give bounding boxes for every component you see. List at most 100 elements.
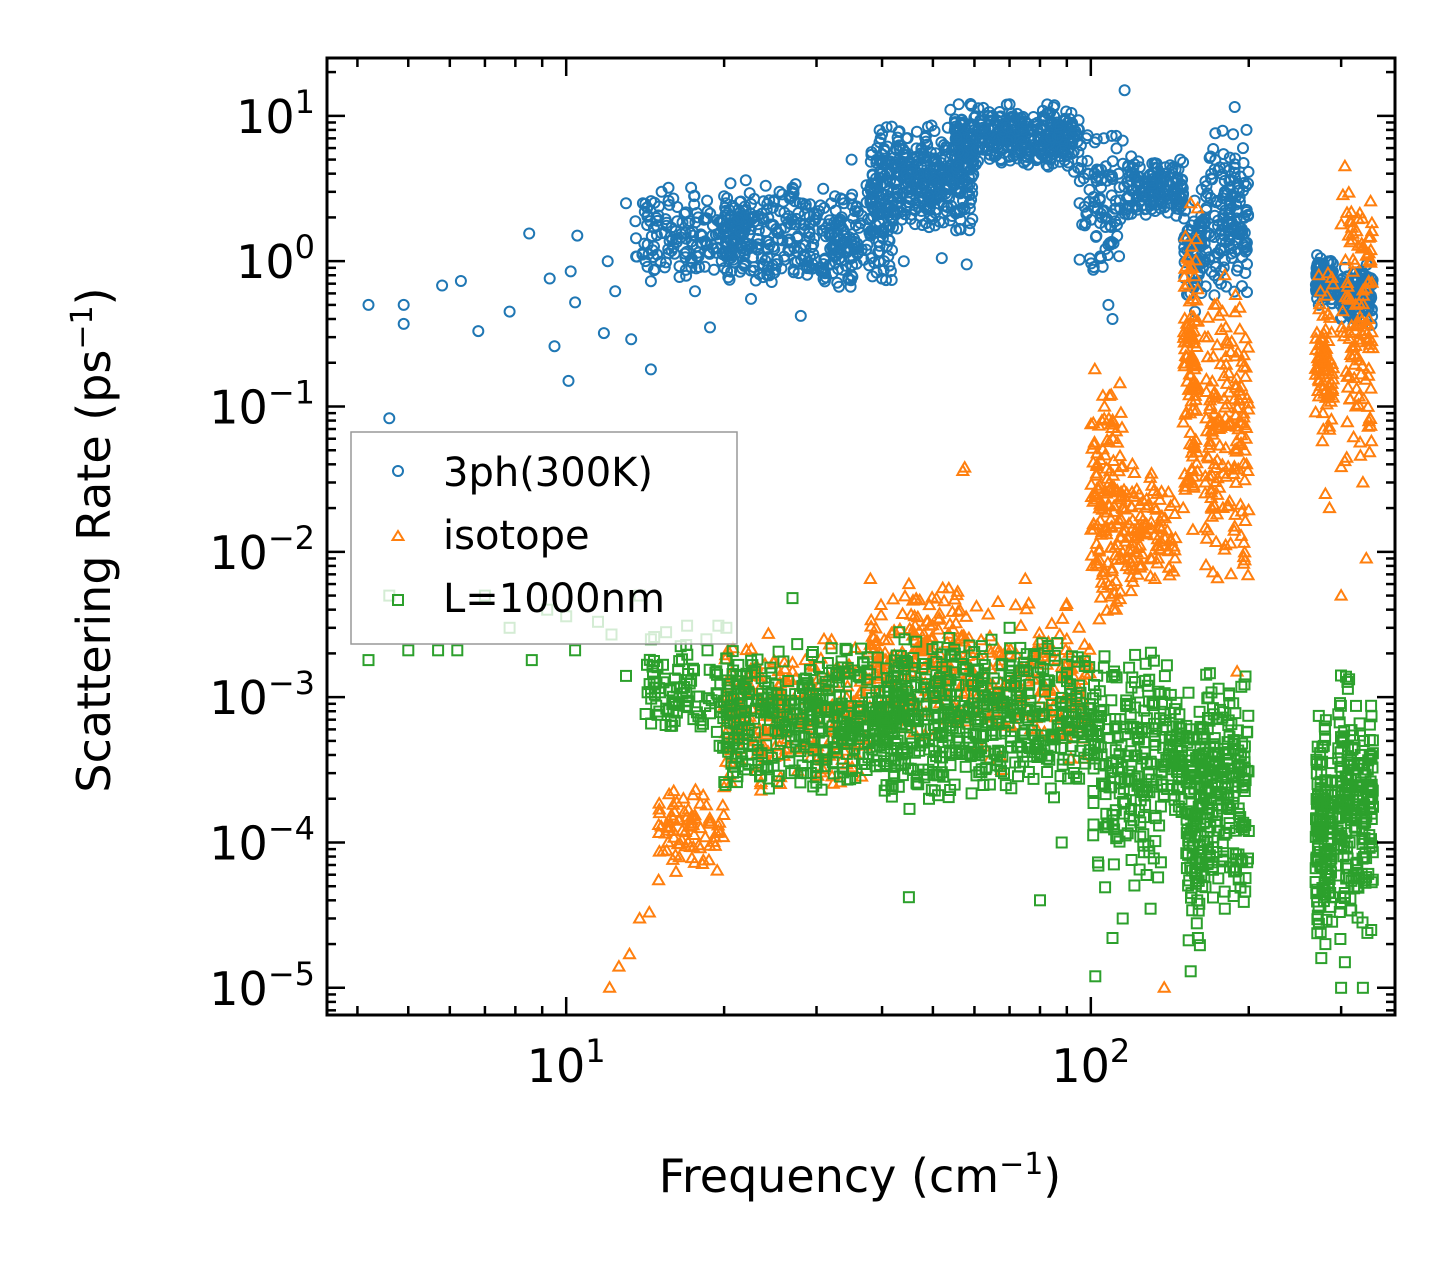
point-1 (1177, 341, 1193, 355)
point-0 (1166, 166, 1179, 179)
point-1 (1185, 402, 1201, 415)
point-1 (1203, 398, 1218, 411)
point-1 (1212, 438, 1227, 451)
point-1 (602, 980, 617, 993)
point-1 (1182, 367, 1197, 380)
point-0 (1112, 167, 1125, 180)
point-0 (1081, 129, 1094, 142)
point-1 (1184, 350, 1199, 363)
point-1 (665, 852, 681, 865)
point-0 (1028, 118, 1041, 131)
point-1 (1118, 534, 1133, 547)
point-0 (976, 121, 989, 134)
point-1 (1123, 583, 1139, 597)
point-1 (863, 571, 878, 584)
point-1 (907, 618, 923, 631)
point-1 (1160, 523, 1175, 536)
point-1 (1146, 483, 1161, 496)
point-0 (1073, 197, 1086, 210)
point-1 (1241, 402, 1256, 415)
point-0 (900, 167, 913, 179)
point-1 (1157, 510, 1173, 524)
point-1 (666, 830, 682, 843)
point-0 (1017, 121, 1030, 134)
point-1 (684, 808, 699, 822)
point-0 (918, 152, 931, 165)
point-0 (1170, 191, 1182, 203)
point-1 (1103, 511, 1119, 525)
point-1 (1102, 475, 1117, 488)
point-0 (910, 142, 923, 155)
point-0 (523, 227, 536, 240)
point-1 (867, 636, 882, 649)
point-1 (1178, 475, 1193, 488)
point-0 (1209, 127, 1222, 140)
point-1 (1130, 540, 1146, 553)
point-1 (725, 640, 741, 654)
point-1 (1097, 447, 1113, 461)
point-1 (716, 807, 731, 820)
point-1 (1176, 415, 1191, 428)
point-1 (1093, 590, 1109, 603)
point-1 (696, 853, 711, 866)
point-1 (663, 819, 678, 832)
point-1 (947, 592, 962, 605)
point-0 (1215, 224, 1228, 237)
point-1 (1167, 550, 1183, 564)
point-0 (882, 250, 895, 263)
point-0 (817, 263, 830, 276)
point-1 (1167, 495, 1182, 508)
point-0 (798, 223, 811, 235)
point-1 (661, 786, 677, 800)
point-1 (1188, 403, 1204, 416)
point-0 (965, 131, 978, 144)
point-0 (794, 242, 807, 255)
point-1 (1114, 459, 1129, 472)
point-0 (1033, 144, 1046, 157)
point-0 (1227, 128, 1240, 141)
point-1 (1097, 399, 1112, 412)
point-1 (1177, 279, 1192, 292)
point-1 (686, 827, 702, 840)
point-1 (1204, 509, 1220, 522)
point-1 (1149, 538, 1165, 552)
point-0 (740, 244, 753, 257)
point-0 (822, 218, 835, 231)
point-1 (1183, 195, 1198, 209)
point-1 (1200, 349, 1216, 363)
point-0 (923, 221, 935, 234)
point-0 (1093, 192, 1106, 205)
point-0 (773, 205, 786, 218)
point-0 (1200, 244, 1212, 257)
point-0 (724, 177, 737, 190)
point-0 (966, 187, 979, 200)
point-1 (668, 864, 684, 877)
point-1 (892, 621, 908, 635)
point-1 (1127, 465, 1142, 478)
point-0 (1166, 162, 1179, 175)
point-0 (950, 162, 963, 175)
point-1 (1218, 440, 1233, 454)
point-0 (1015, 136, 1028, 149)
point-0 (765, 218, 777, 231)
point-0 (1000, 121, 1013, 134)
point-0 (1242, 165, 1255, 178)
point-1 (1092, 611, 1107, 625)
point-1 (1180, 277, 1195, 290)
point-1 (1236, 535, 1252, 548)
point-0 (1074, 139, 1087, 152)
point-1 (1089, 536, 1104, 549)
point-0 (1097, 132, 1110, 145)
point-1 (924, 590, 940, 603)
point-0 (824, 242, 837, 255)
point-0 (1223, 164, 1235, 177)
point-0 (1202, 227, 1215, 240)
point-0 (899, 146, 912, 159)
point-0 (891, 183, 903, 196)
point-0 (971, 155, 984, 168)
point-1 (652, 805, 667, 819)
point-1 (1184, 308, 1199, 321)
point-1 (1083, 416, 1099, 430)
point-1 (695, 787, 711, 801)
point-0 (671, 201, 684, 213)
